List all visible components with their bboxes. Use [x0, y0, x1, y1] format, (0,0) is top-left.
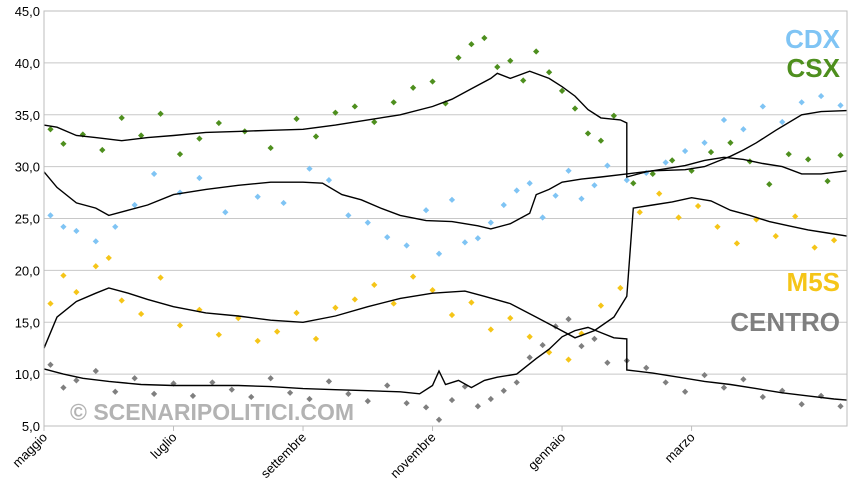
y-tick-label: 15,0	[15, 315, 40, 330]
y-tick-label: 5,0	[22, 419, 40, 434]
data-point-centro	[604, 359, 611, 366]
trend-lines	[43, 70, 848, 401]
data-point-centro	[267, 375, 274, 382]
data-point-m5s	[597, 302, 605, 309]
data-point-centro	[798, 401, 805, 408]
data-point-centro	[487, 395, 494, 403]
data-point-csx	[215, 119, 222, 127]
trend-line-m5s	[43, 196, 848, 349]
series-label-csx: CSX	[787, 53, 841, 83]
data-point-csx	[176, 151, 184, 158]
data-point-csx	[520, 77, 527, 84]
data-point-csx	[138, 132, 145, 139]
y-tick-label: 25,0	[15, 212, 40, 227]
data-point-csx	[60, 140, 67, 147]
data-point-cdx	[60, 223, 67, 230]
data-point-centro	[325, 378, 333, 385]
data-point-csx	[99, 146, 106, 154]
data-point-centro	[345, 390, 352, 397]
data-point-csx	[118, 114, 125, 121]
data-point-centro	[422, 404, 430, 411]
series-label-m5s: M5S	[787, 267, 840, 297]
y-tick-label: 10,0	[15, 367, 40, 382]
data-point-csx	[157, 110, 164, 117]
watermark: © SCENARIPOLITICI.COM	[70, 399, 354, 425]
data-point-cdx	[112, 223, 119, 230]
data-point-centro	[643, 364, 650, 372]
data-point-centro	[286, 389, 294, 396]
data-point-csx	[312, 133, 320, 140]
data-point-centro	[150, 390, 158, 397]
data-point-centro	[306, 395, 313, 403]
data-point-csx	[47, 126, 54, 133]
y-tick-label: 20,0	[15, 263, 40, 278]
trend-line-centro	[43, 326, 848, 401]
data-point-m5s	[371, 281, 378, 289]
data-point-m5s	[448, 311, 456, 319]
data-point-m5s	[526, 333, 533, 340]
trend-line-cdx	[43, 109, 848, 230]
y-tick-label: 45,0	[15, 4, 40, 19]
data-point-m5s	[507, 314, 514, 322]
plot-frame	[43, 10, 848, 427]
data-point-m5s	[312, 335, 320, 342]
data-point-m5s	[487, 326, 494, 333]
data-point-cdx	[92, 238, 99, 245]
data-point-m5s	[332, 304, 339, 311]
data-point-m5s	[390, 300, 397, 307]
data-point-cdx	[47, 212, 54, 219]
data-point-m5s	[274, 328, 281, 335]
data-point-centro	[526, 354, 533, 361]
data-point-centro	[403, 400, 410, 407]
data-point-m5s	[254, 337, 261, 345]
data-point-m5s	[429, 286, 436, 294]
data-point-m5s	[293, 309, 300, 317]
data-point-centro	[513, 379, 520, 386]
data-point-centro	[500, 387, 507, 394]
data-point-cdx	[131, 201, 138, 209]
data-point-m5s	[410, 273, 417, 280]
trend-line-csx	[43, 70, 848, 178]
data-point-centro	[578, 343, 585, 350]
y-tick-label: 35,0	[15, 108, 40, 123]
data-point-centro	[662, 379, 669, 386]
data-point-centro	[364, 397, 371, 405]
data-point-m5s	[468, 299, 475, 306]
y-tick-label: 30,0	[15, 160, 40, 175]
data-point-cdx	[73, 227, 80, 235]
data-point-cdx	[720, 116, 728, 124]
data-point-centro	[474, 403, 481, 410]
data-point-centro	[435, 416, 443, 423]
series-label-centro: CENTRO	[730, 307, 840, 337]
data-point-cdx	[837, 102, 844, 109]
y-tick-label: 40,0	[15, 56, 40, 71]
data-point-m5s	[351, 296, 358, 303]
series-label-cdx: CDX	[785, 24, 841, 54]
data-point-centro	[384, 382, 391, 389]
watermark-group: © SCENARIPOLITICI.COM	[70, 399, 354, 425]
data-point-centro	[720, 384, 728, 391]
y-axis-ticks: 5,0 10,0 15,0 20,0 25,0 30,0 35,0 40,0 45,0	[15, 4, 40, 434]
data-point-cdx	[403, 242, 410, 249]
data-point-csx	[196, 135, 203, 142]
data-point-centro	[448, 396, 456, 404]
